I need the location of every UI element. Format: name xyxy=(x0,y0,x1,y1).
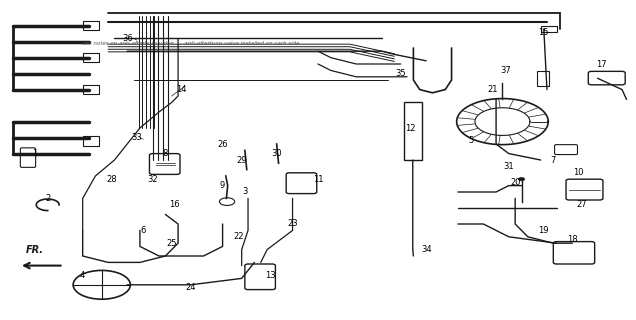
Text: 12: 12 xyxy=(405,124,415,132)
Text: 24: 24 xyxy=(186,284,196,292)
Text: 2: 2 xyxy=(45,194,50,203)
Text: FR.: FR. xyxy=(26,245,44,255)
Bar xyxy=(537,71,549,86)
Text: 25: 25 xyxy=(167,239,177,248)
Text: 1: 1 xyxy=(32,149,38,158)
Text: 34: 34 xyxy=(421,245,431,254)
FancyBboxPatch shape xyxy=(553,242,595,264)
FancyBboxPatch shape xyxy=(286,173,317,194)
Text: 30: 30 xyxy=(272,149,282,158)
Text: 13: 13 xyxy=(265,271,275,280)
Text: 15: 15 xyxy=(539,28,549,36)
Text: 9: 9 xyxy=(220,181,225,190)
FancyBboxPatch shape xyxy=(555,145,577,155)
Text: 33: 33 xyxy=(132,133,142,142)
Text: 28: 28 xyxy=(106,175,116,184)
Text: 27: 27 xyxy=(577,200,587,209)
Text: 32: 32 xyxy=(148,175,158,184)
Text: 14: 14 xyxy=(176,85,186,94)
Text: 10: 10 xyxy=(574,168,584,177)
Text: 8: 8 xyxy=(163,149,168,158)
FancyBboxPatch shape xyxy=(149,154,180,174)
Text: 4: 4 xyxy=(80,271,85,280)
Text: 5: 5 xyxy=(468,136,473,145)
Text: 35: 35 xyxy=(396,69,406,78)
Text: 29: 29 xyxy=(237,156,247,164)
Text: 18: 18 xyxy=(567,236,577,244)
Text: see notes on anti-afterburn valve      anti-afterburn valve installed on carb si: see notes on anti-afterburn valve anti-a… xyxy=(82,41,300,46)
Bar xyxy=(541,26,556,32)
Bar xyxy=(83,21,99,30)
Text: 11: 11 xyxy=(313,175,323,184)
Circle shape xyxy=(219,198,235,205)
Text: 16: 16 xyxy=(170,200,180,209)
Text: 6: 6 xyxy=(141,226,146,235)
Text: 17: 17 xyxy=(596,60,606,68)
FancyBboxPatch shape xyxy=(566,179,603,200)
FancyBboxPatch shape xyxy=(588,71,625,85)
Bar xyxy=(83,136,99,146)
Text: 31: 31 xyxy=(504,162,514,171)
Text: 21: 21 xyxy=(488,85,498,94)
FancyBboxPatch shape xyxy=(20,148,36,167)
Text: 19: 19 xyxy=(539,226,549,235)
FancyBboxPatch shape xyxy=(245,264,275,290)
Text: 3: 3 xyxy=(242,188,247,196)
Bar xyxy=(83,53,99,62)
Text: 23: 23 xyxy=(287,220,298,228)
Text: 22: 22 xyxy=(233,232,244,241)
Circle shape xyxy=(518,178,525,181)
Text: 36: 36 xyxy=(122,34,132,43)
Text: 37: 37 xyxy=(501,66,511,75)
Bar xyxy=(83,85,99,94)
Text: 26: 26 xyxy=(218,140,228,148)
Circle shape xyxy=(73,270,130,299)
Text: 7: 7 xyxy=(551,156,556,164)
Bar xyxy=(404,102,422,160)
Text: 20: 20 xyxy=(510,178,520,187)
